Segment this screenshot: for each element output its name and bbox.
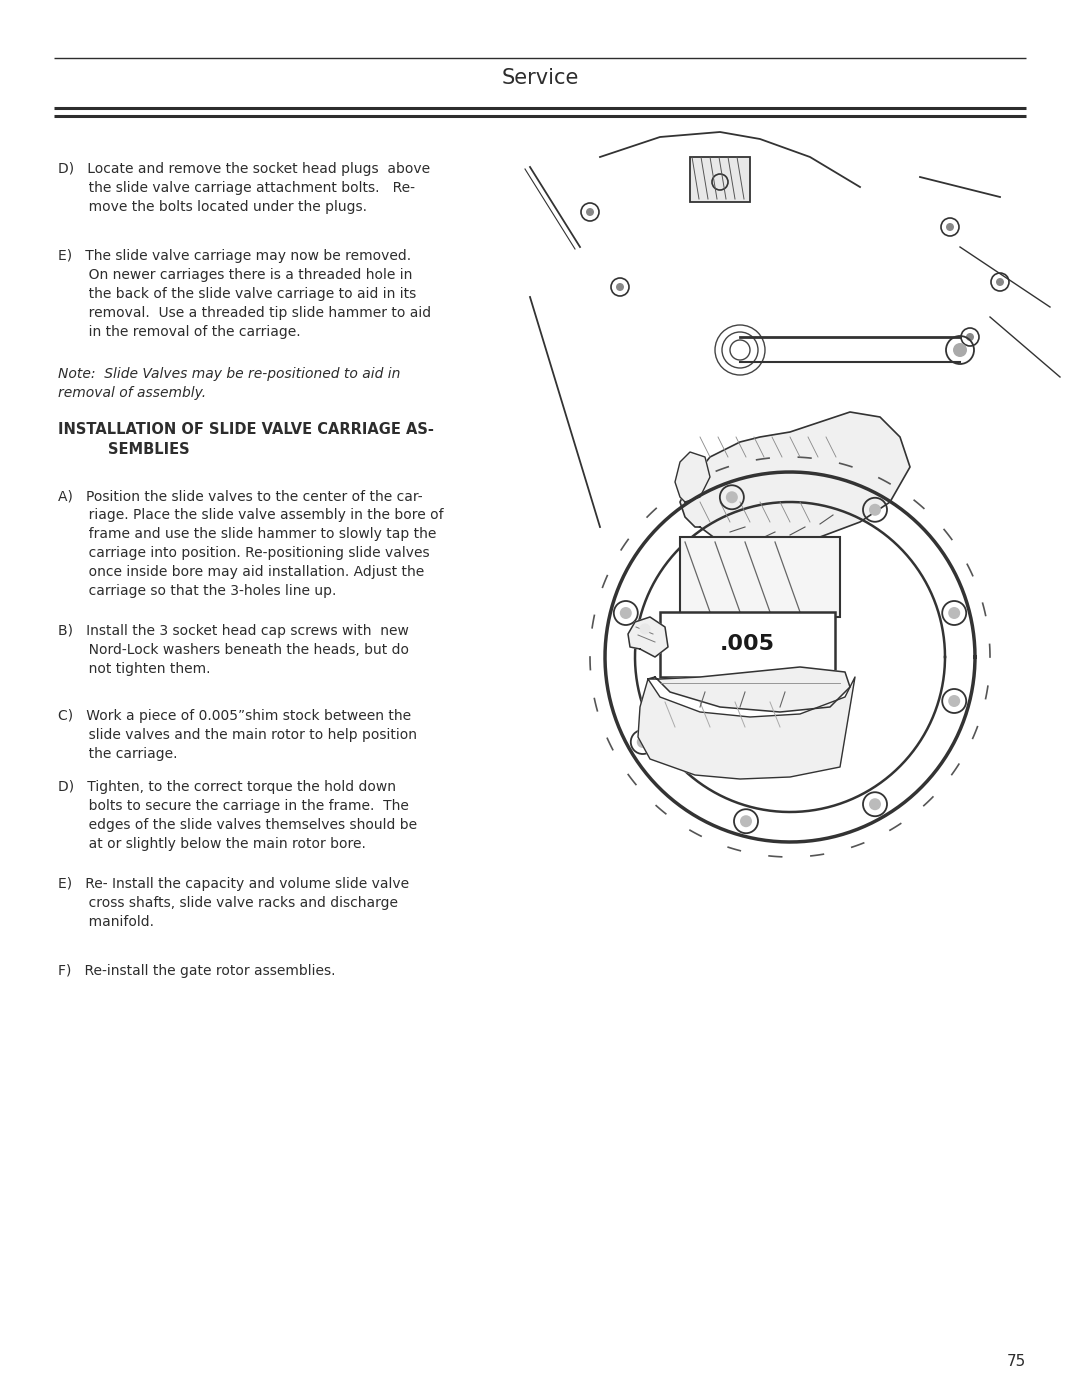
Bar xyxy=(680,536,840,617)
Circle shape xyxy=(586,208,594,217)
Circle shape xyxy=(996,278,1004,286)
Text: E)   The slide valve carriage may now be removed.
       On newer carriages ther: E) The slide valve carriage may now be r… xyxy=(58,249,431,339)
Text: D)   Tighten, to the correct torque the hold down
       bolts to secure the car: D) Tighten, to the correct torque the ho… xyxy=(58,780,417,851)
Circle shape xyxy=(640,624,650,634)
Text: F)   Re-install the gate rotor assemblies.: F) Re-install the gate rotor assemblies. xyxy=(58,964,336,978)
Circle shape xyxy=(637,736,649,747)
Circle shape xyxy=(869,504,881,515)
Polygon shape xyxy=(627,617,669,657)
Text: SEMBLIES: SEMBLIES xyxy=(108,441,190,457)
Text: A)   Position the slide valves to the center of the car-
       riage. Place the: A) Position the slide valves to the cent… xyxy=(58,489,444,598)
Circle shape xyxy=(620,608,632,619)
Text: Service: Service xyxy=(501,68,579,88)
Circle shape xyxy=(966,332,974,341)
Circle shape xyxy=(616,284,624,291)
Text: .005: .005 xyxy=(719,634,774,654)
Circle shape xyxy=(740,816,752,827)
Polygon shape xyxy=(680,412,910,552)
Circle shape xyxy=(953,344,967,358)
Bar xyxy=(660,612,835,678)
Bar xyxy=(690,156,750,203)
Text: INSTALLATION OF SLIDE VALVE CARRIAGE AS-: INSTALLATION OF SLIDE VALVE CARRIAGE AS- xyxy=(58,422,434,437)
Circle shape xyxy=(946,224,954,231)
Text: C)   Work a piece of 0.005”shim stock between the
       slide valves and the ma: C) Work a piece of 0.005”shim stock betw… xyxy=(58,710,417,761)
Circle shape xyxy=(948,694,960,707)
Text: D)   Locate and remove the socket head plugs  above
       the slide valve carri: D) Locate and remove the socket head plu… xyxy=(58,162,430,214)
Polygon shape xyxy=(675,453,710,502)
Circle shape xyxy=(948,608,960,619)
Polygon shape xyxy=(638,678,855,780)
Text: 75: 75 xyxy=(1007,1354,1026,1369)
Circle shape xyxy=(869,798,881,810)
Text: Note:  Slide Valves may be re-positioned to aid in
removal of assembly.: Note: Slide Valves may be re-positioned … xyxy=(58,367,401,400)
Text: B)   Install the 3 socket head cap screws with  new
       Nord-Lock washers ben: B) Install the 3 socket head cap screws … xyxy=(58,624,409,676)
Circle shape xyxy=(726,492,738,503)
Polygon shape xyxy=(648,666,850,712)
Text: E)   Re- Install the capacity and volume slide valve
       cross shafts, slide : E) Re- Install the capacity and volume s… xyxy=(58,877,409,929)
